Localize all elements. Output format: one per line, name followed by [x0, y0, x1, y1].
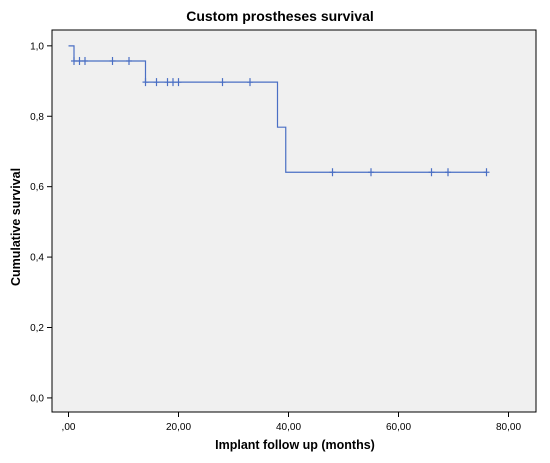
- y-tick-label: 0,2: [30, 323, 44, 334]
- plot-area: [51, 29, 537, 413]
- y-tick-label: 0,0: [30, 393, 44, 404]
- series-layer: [68, 45, 490, 177]
- x-tick-label: 60,00: [386, 422, 411, 433]
- x-tick-label: 20,00: [166, 422, 191, 433]
- survival-curve: [68, 45, 487, 173]
- censored-marker: [329, 168, 336, 177]
- y-tick-label: 1,0: [30, 41, 44, 52]
- censored-marker: [76, 56, 83, 65]
- censored-marker: [71, 56, 77, 65]
- chart-title: Custom prostheses survival: [186, 8, 374, 24]
- censored-marker: [126, 56, 132, 65]
- censored-marker: [109, 56, 116, 65]
- x-tick-label: ,00: [62, 422, 76, 433]
- axis-ticks: ,00 20,00 40,00 60,00 80,00 0,0 0,2 0,4 0,6 0,8 1,…: [30, 41, 521, 433]
- x-axis-title: Implant follow up (months): [215, 438, 375, 452]
- censored-marker: [247, 78, 253, 87]
- y-tick-label: 0,6: [30, 182, 44, 193]
- x-tick-label: 40,00: [276, 422, 301, 433]
- censored-marker: [219, 78, 226, 87]
- x-tick-label: 80,00: [496, 422, 521, 433]
- censored-marker: [483, 168, 490, 177]
- censored-marker: [170, 78, 176, 87]
- y-tick-label: 0,4: [30, 253, 44, 264]
- censored-marker: [368, 168, 374, 177]
- censored-marker: [142, 78, 149, 87]
- censored-marker: [175, 78, 182, 87]
- y-axis-title: Cumulative survival: [9, 168, 23, 286]
- y-tick-label: 0,8: [30, 112, 44, 123]
- censored-marker: [82, 56, 88, 65]
- censored-marker: [445, 168, 451, 177]
- censored-marker: [164, 78, 171, 87]
- censored-marker: [153, 78, 160, 87]
- censored-marker: [428, 168, 435, 177]
